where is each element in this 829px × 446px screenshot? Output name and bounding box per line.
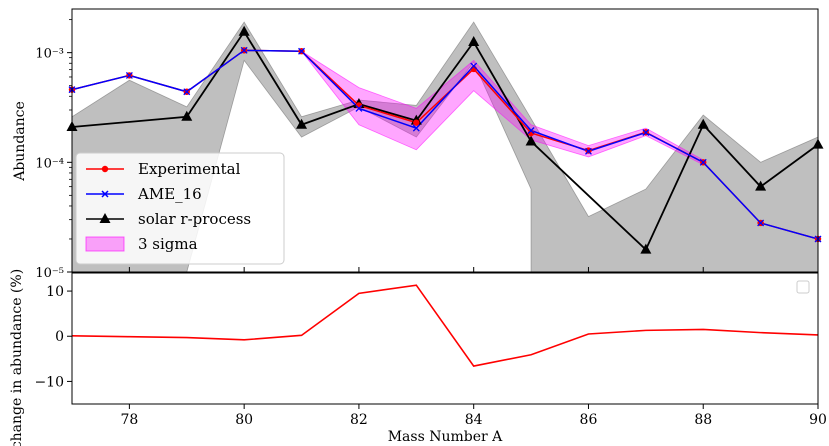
legend-item-solar-r-process: solar r-process <box>86 210 251 228</box>
x-tick-label: 84 <box>465 412 483 428</box>
ame-16-point <box>527 127 535 134</box>
legend-item-3-sigma: 3 sigma <box>85 235 198 253</box>
ame-16-point <box>642 129 650 136</box>
top-y-tick-label: 10⁻⁵ <box>35 266 64 281</box>
top-y-tick-label: 10⁻³ <box>35 47 64 62</box>
x-tick-label: 80 <box>235 412 253 428</box>
ame-16-point <box>585 147 592 155</box>
bottom-y-ticks: −10 0 10 <box>34 284 72 390</box>
top-axes-frame <box>71 8 819 273</box>
solar-r-process-line <box>72 30 818 252</box>
legend-marker-solar <box>99 213 111 223</box>
change-line <box>72 284 818 367</box>
solar-r-process-point <box>468 36 480 47</box>
legend-label-3-sigma: 3 sigma <box>138 235 198 253</box>
legend-label-ame16: AME_16 <box>137 185 202 203</box>
legend-marker-experimental <box>101 165 109 173</box>
ame-16-line <box>72 49 818 240</box>
x-tick-label: 82 <box>350 412 368 428</box>
ame-16-point <box>125 71 133 79</box>
ame-16-point <box>355 104 363 112</box>
ame-16-point <box>470 62 478 70</box>
bottom-y-axis-label: change in abundance (%) <box>9 269 25 446</box>
series-markers <box>66 25 824 254</box>
bottom-y-tick-label: 0 <box>55 329 64 345</box>
bottom-axes-frame <box>71 272 819 405</box>
ame-16-point <box>240 46 248 54</box>
legend: Experimental AME_16 solar r-process 3 si… <box>75 152 285 265</box>
x-tick-label: 88 <box>694 412 712 428</box>
solar-r-process-point <box>296 118 308 129</box>
legend-frame <box>75 152 285 265</box>
solar-r-process-point <box>755 180 767 191</box>
experimental-point <box>413 119 420 126</box>
x-tick-label: 78 <box>120 412 138 428</box>
solar-r-process-point <box>640 243 652 254</box>
solar-r-process-point <box>525 135 537 146</box>
x-ticks: 78 80 82 84 86 88 90 <box>120 267 827 428</box>
ame-16-point <box>757 219 765 227</box>
legend-label-experimental: Experimental <box>138 160 241 178</box>
change-panel: −10 0 10 78 80 82 84 86 88 90 change in abundanc… <box>9 267 827 446</box>
top-y-ticks: 10⁻⁵ 10⁻⁴ 10⁻³ <box>35 19 819 281</box>
bottom-y-tick-label: 10 <box>46 284 64 300</box>
empty-legend-box <box>796 280 810 294</box>
series-lines <box>72 30 818 252</box>
top-y-tick-label: 10⁻⁴ <box>35 156 64 171</box>
change-in-abundance-line <box>72 284 818 367</box>
abundance-panel: 10⁻⁵ 10⁻⁴ 10⁻³ Abundance Experimental AME_… <box>12 8 824 281</box>
legend-marker-ame16 <box>101 190 109 198</box>
bottom-y-tick-label: −10 <box>34 374 64 390</box>
x-axis-label: Mass Number A <box>388 429 503 445</box>
ame-16-point <box>298 47 305 55</box>
legend-swatch-3-sigma <box>85 236 125 252</box>
x-tick-label: 86 <box>580 412 598 428</box>
ame-16-point <box>412 124 420 132</box>
legend-label-solar-r-process: solar r-process <box>138 210 251 228</box>
legend-item-ame16: AME_16 <box>86 185 202 203</box>
legend-item-experimental: Experimental <box>86 160 241 178</box>
solar-r-process-point <box>697 118 709 129</box>
solar-uncertainty-band <box>72 21 818 272</box>
top-y-axis-label: Abundance <box>12 101 28 182</box>
x-tick-label: 90 <box>809 412 827 428</box>
ame-16-point <box>183 88 191 96</box>
solar-r-process-point <box>238 25 250 36</box>
ame-16-point <box>699 158 707 166</box>
solar-r-process-point <box>181 110 193 121</box>
